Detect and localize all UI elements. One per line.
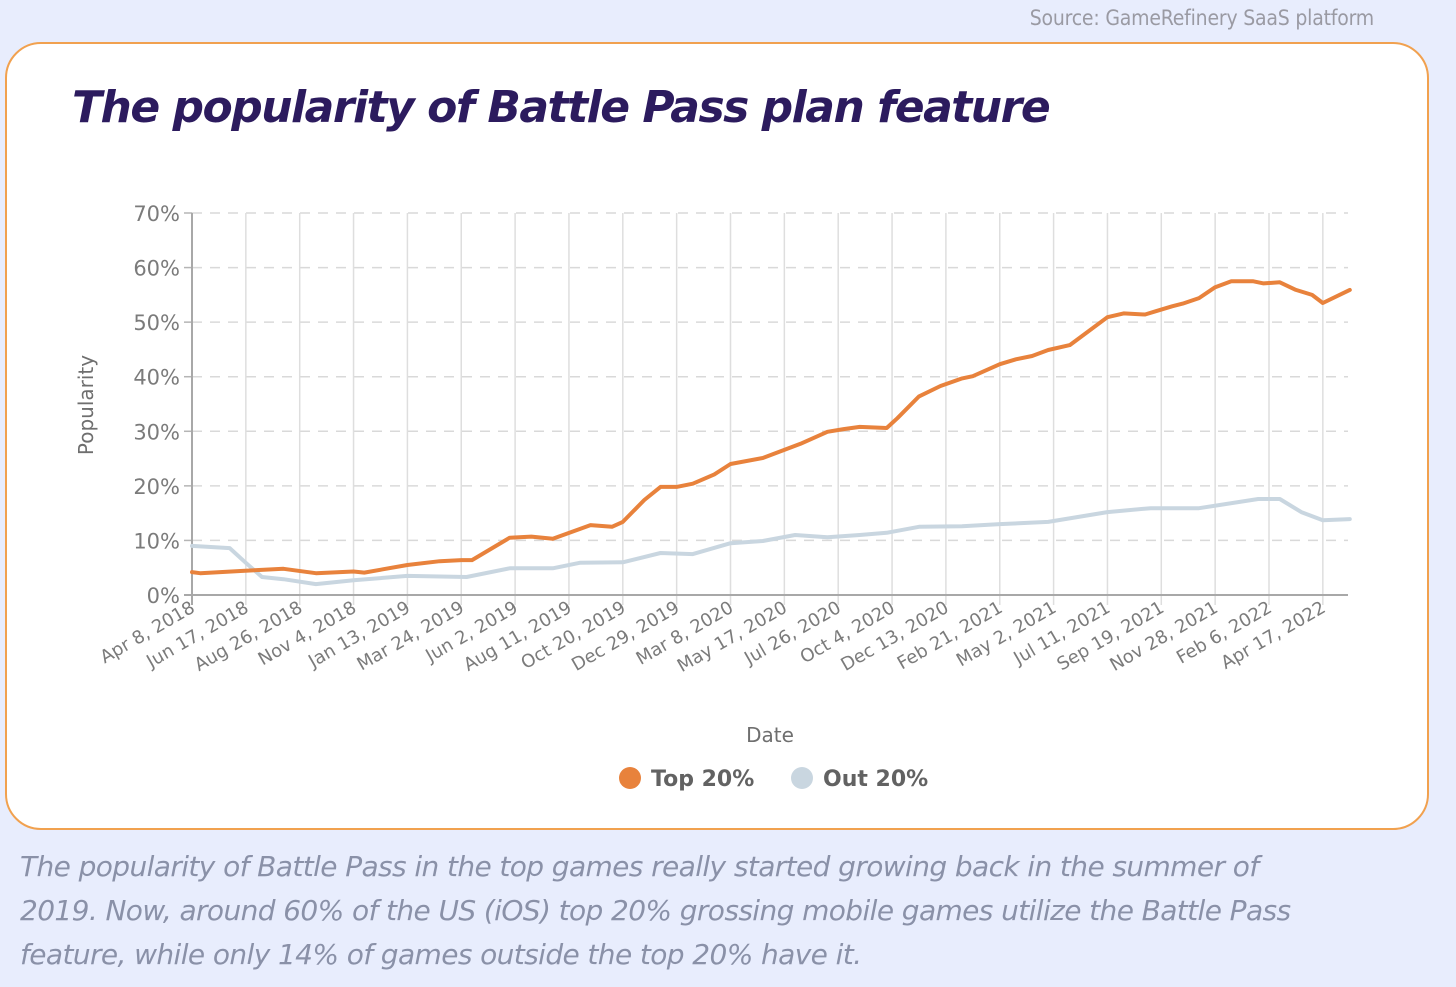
y-tick-label: 0% [147, 584, 180, 608]
y-tick-label: 60% [133, 257, 180, 281]
source-note: Source: GameRefinery SaaS platform [1029, 6, 1374, 30]
grid [184, 212, 1348, 605]
axes [184, 213, 1348, 605]
chart-title: The popularity of Battle Pass plan featu… [72, 82, 1051, 133]
x-axis-label: Date [746, 723, 794, 747]
y-tick-label: 70% [133, 202, 180, 226]
y-tick-label: 50% [133, 311, 180, 335]
y-tick-label: 30% [133, 420, 180, 444]
legend: Top 20% Out 20% [619, 767, 928, 792]
legend-label-top-20: Top 20% [651, 767, 754, 792]
y-axis-label: Popularity [74, 355, 98, 455]
legend-marker-top-20 [619, 767, 641, 789]
y-tick-label: 20% [133, 475, 180, 499]
y-tick-label: 10% [133, 529, 180, 553]
legend-marker-out-20 [791, 767, 813, 789]
caption: The popularity of Battle Pass in the top… [20, 850, 1291, 971]
chart-card [5, 42, 1429, 830]
legend-label-out-20: Out 20% [823, 767, 928, 792]
y-tick-label: 40% [133, 366, 180, 390]
series-lines [190, 279, 1352, 587]
series-line-top-20 [190, 279, 1352, 576]
y-axis-ticks: 0% 10% 20% 30% 40% 50% 60% 70% [133, 202, 180, 608]
